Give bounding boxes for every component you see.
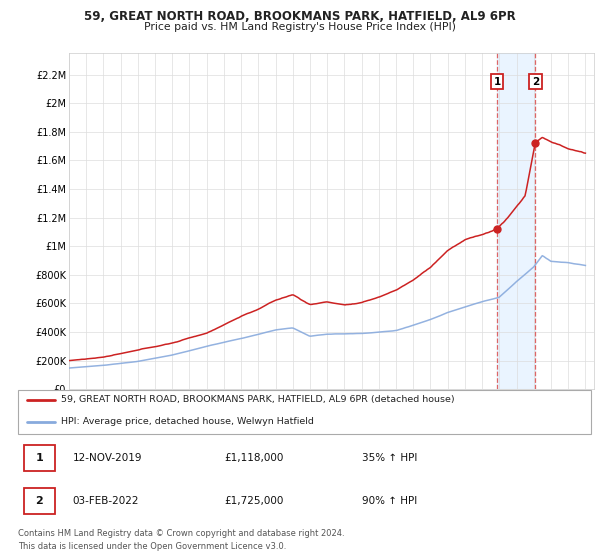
Text: 59, GREAT NORTH ROAD, BROOKMANS PARK, HATFIELD, AL9 6PR: 59, GREAT NORTH ROAD, BROOKMANS PARK, HA… (84, 10, 516, 23)
Text: Contains HM Land Registry data © Crown copyright and database right 2024.: Contains HM Land Registry data © Crown c… (18, 529, 344, 538)
Text: Price paid vs. HM Land Registry's House Price Index (HPI): Price paid vs. HM Land Registry's House … (144, 22, 456, 32)
Text: 2: 2 (35, 496, 43, 506)
Text: 2: 2 (532, 77, 539, 87)
Text: 59, GREAT NORTH ROAD, BROOKMANS PARK, HATFIELD, AL9 6PR (detached house): 59, GREAT NORTH ROAD, BROOKMANS PARK, HA… (61, 395, 455, 404)
Text: 12-NOV-2019: 12-NOV-2019 (73, 452, 142, 463)
Text: 03-FEB-2022: 03-FEB-2022 (73, 496, 139, 506)
FancyBboxPatch shape (18, 390, 591, 434)
Text: £1,725,000: £1,725,000 (224, 496, 284, 506)
Text: £1,118,000: £1,118,000 (224, 452, 284, 463)
Bar (497, 53, 535, 389)
Text: 1: 1 (493, 77, 501, 87)
Text: HPI: Average price, detached house, Welwyn Hatfield: HPI: Average price, detached house, Welw… (61, 417, 314, 426)
FancyBboxPatch shape (24, 488, 55, 514)
FancyBboxPatch shape (24, 445, 55, 470)
Text: 90% ↑ HPI: 90% ↑ HPI (362, 496, 417, 506)
Text: 1: 1 (35, 452, 43, 463)
Text: 35% ↑ HPI: 35% ↑ HPI (362, 452, 417, 463)
Text: This data is licensed under the Open Government Licence v3.0.: This data is licensed under the Open Gov… (18, 542, 286, 550)
